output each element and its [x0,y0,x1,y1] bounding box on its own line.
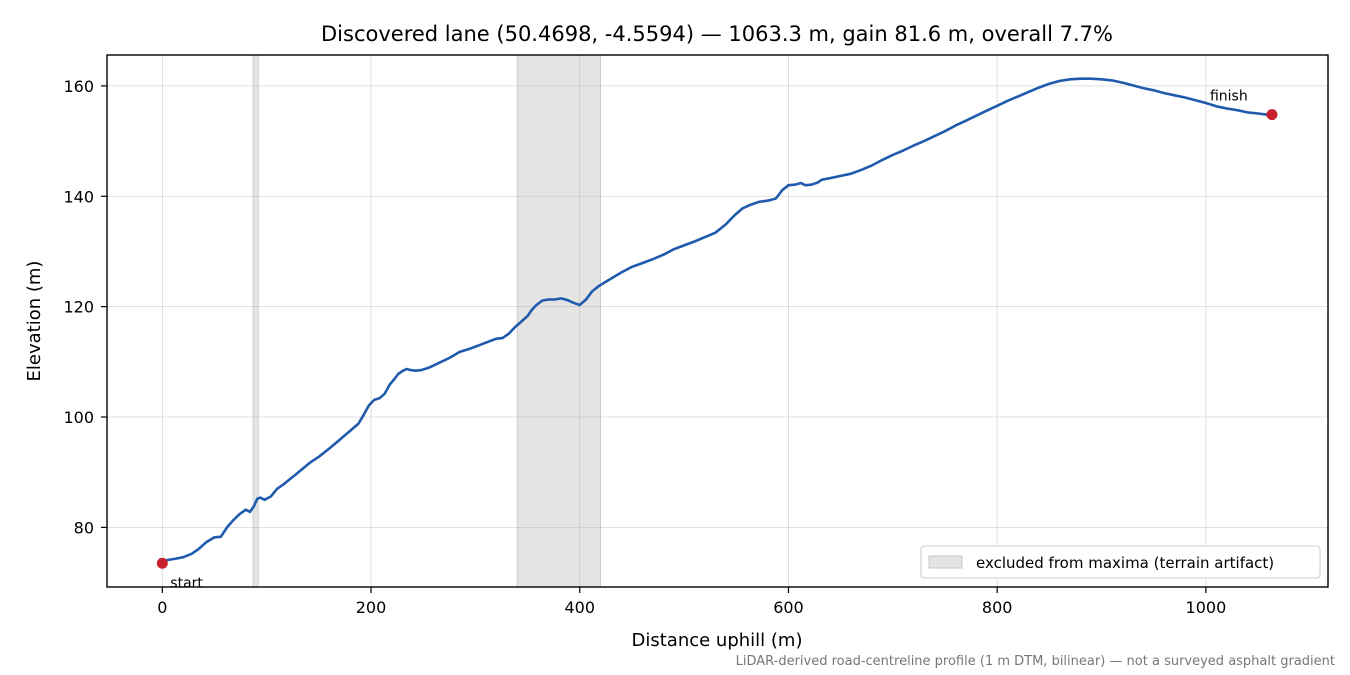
chart-title: Discovered lane (50.4698, -4.5594) — 106… [321,22,1113,46]
x-tick-label: 200 [356,598,387,617]
legend-label: excluded from maxima (terrain artifact) [976,554,1274,572]
plot-frame [106,54,1329,588]
x-tick-label: 600 [773,598,804,617]
x-tick-label: 800 [982,598,1013,617]
ticks-layer: 0 200 400 600 800 1000 80 100 120 140 160 [63,77,1226,617]
y-axis-label: Elevation (m) [24,261,45,382]
start-label: start [170,575,203,591]
profile-line-layer [161,77,1274,565]
start-marker [156,557,168,569]
excluded-region-2 [516,54,602,588]
x-tick-label: 1000 [1186,598,1227,617]
endpoint-markers-layer: start finish [156,89,1278,591]
y-tick-label: 160 [63,77,94,96]
y-tick-label: 100 [63,408,94,427]
legend-swatch [928,555,963,569]
legend-box [920,545,1321,579]
elevation-profile-line [161,77,1274,565]
finish-label: finish [1210,89,1248,105]
x-axis-label: Distance uphill (m) [632,630,803,651]
grid-layer [107,55,1328,587]
y-tick-label: 80 [74,518,94,537]
legend: excluded from maxima (terrain artifact) [920,545,1321,579]
footnote: LiDAR-derived road-centreline profile (1… [736,654,1335,669]
y-tick-label: 120 [63,298,94,317]
x-tick-label: 400 [564,598,595,617]
x-tick-label: 0 [157,598,167,617]
excluded-regions-layer [252,54,602,588]
finish-marker [1266,109,1278,121]
y-tick-label: 140 [63,187,94,206]
